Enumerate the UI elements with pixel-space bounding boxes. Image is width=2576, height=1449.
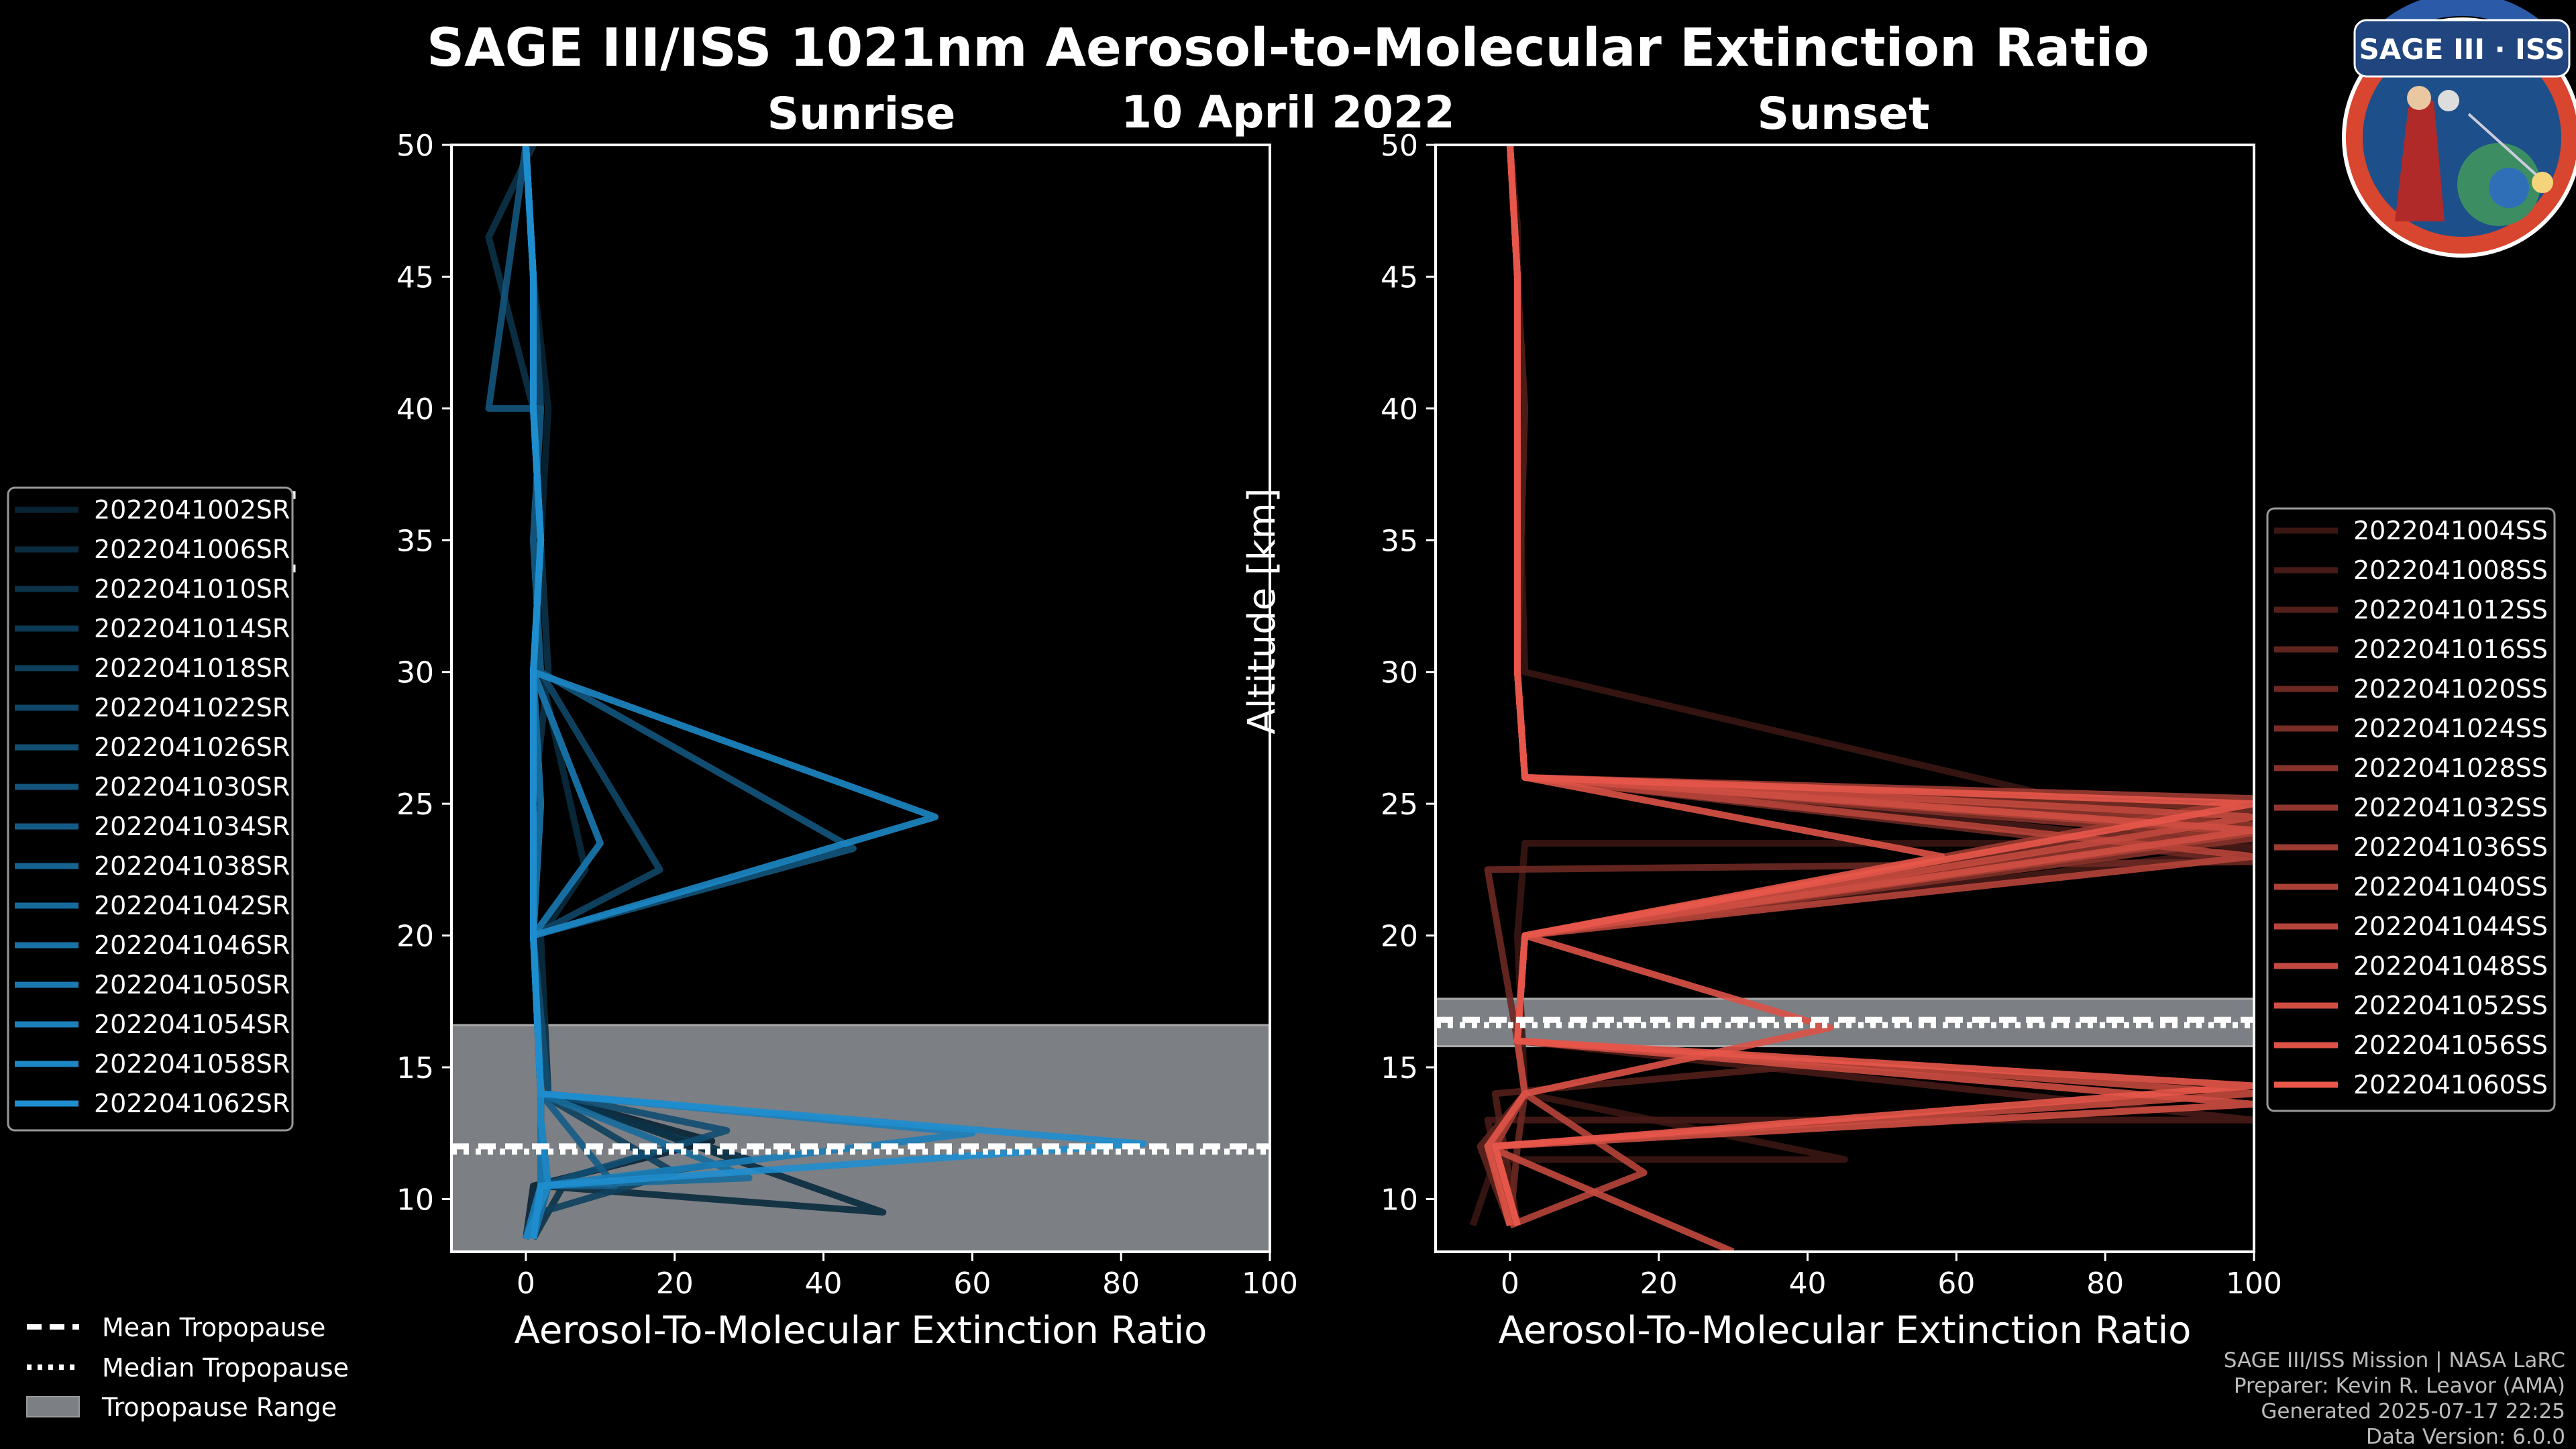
legend-label-2022041056SS: 2022041056SS bbox=[2353, 1030, 2548, 1060]
legend-label-2022041048SS: 2022041048SS bbox=[2353, 951, 2548, 981]
series-line-2022041012SS bbox=[1491, 145, 2254, 1226]
logo-text: SAGE III · ISS bbox=[2359, 33, 2565, 66]
legend-label-2022041026SR: 2022041026SR bbox=[94, 733, 290, 762]
sunset-xtick-label: 80 bbox=[2086, 1267, 2124, 1301]
sunrise-ytick-label: 30 bbox=[396, 656, 434, 690]
sunset-panel: 0 20 40 60 80 100 10 15 20 25 30 35 40 45 50 Aerosol-To… bbox=[1240, 129, 2282, 1352]
sunset-subtitle: Sunset bbox=[1757, 88, 1929, 140]
legend-label-2022041044SS: 2022041044SS bbox=[2353, 912, 2548, 941]
legend-label-2022041050SR: 2022041050SR bbox=[94, 970, 290, 1000]
legend-label-2022041006SR: 2022041006SR bbox=[94, 535, 290, 564]
sunrise-panel: 0 20 40 60 80 100 10 15 20 25 30 35 40 45 50 Aerosol-To… bbox=[256, 129, 1298, 1352]
legend-label-2022041042SR: 2022041042SR bbox=[94, 891, 290, 920]
legend-label-2022041032SS: 2022041032SS bbox=[2353, 793, 2548, 822]
sunrise-plot-area bbox=[451, 145, 1270, 1252]
sunset-y-axis-label: Altitude [km] bbox=[1240, 488, 1284, 734]
legend-label-2022041040SS: 2022041040SS bbox=[2353, 872, 2548, 902]
sunrise-xtick-label: 0 bbox=[517, 1267, 535, 1301]
sunrise-tropopause-range bbox=[451, 1024, 1270, 1252]
sunrise-xtick-label: 20 bbox=[656, 1267, 694, 1301]
legend-label-2022041008SS: 2022041008SS bbox=[2353, 555, 2548, 585]
legend-label-2022041022SR: 2022041022SR bbox=[94, 693, 290, 722]
median-tropopause-label: Median Tropopause bbox=[102, 1353, 349, 1383]
legend-label-2022041030SR: 2022041030SR bbox=[94, 772, 290, 802]
sunrise-ytick-label: 25 bbox=[396, 788, 434, 822]
sunrise-ytick-label: 45 bbox=[396, 260, 434, 294]
legend-label-2022041012SS: 2022041012SS bbox=[2353, 595, 2548, 625]
sunset-ytick-label: 30 bbox=[1381, 656, 1418, 690]
tropopause-legend: Mean Tropopause Median Tropopause Tropop… bbox=[26, 1313, 349, 1422]
sunrise-axes-frame bbox=[450, 144, 1271, 1253]
sunrise-ytick-label: 35 bbox=[396, 524, 434, 558]
sunset-ytick-label: 45 bbox=[1381, 260, 1418, 294]
credit-data-version: Data Version: 6.0.0 bbox=[2366, 1425, 2565, 1449]
sunrise-ytick-label: 15 bbox=[396, 1051, 434, 1085]
sunset-xtick-label: 60 bbox=[1937, 1267, 1975, 1301]
credits-block: SAGE III/ISS Mission | NASA LaRC Prepare… bbox=[2224, 1348, 2565, 1449]
sunrise-ytick-label: 10 bbox=[396, 1183, 434, 1217]
sunrise-xtick-label: 80 bbox=[1102, 1267, 1140, 1301]
legend-label-2022041018SR: 2022041018SR bbox=[94, 653, 290, 683]
legend-label-2022041016SS: 2022041016SS bbox=[2353, 635, 2548, 664]
sunset-xtick-label: 100 bbox=[2226, 1267, 2282, 1301]
sunset-ytick-label: 10 bbox=[1381, 1183, 1418, 1217]
sunrise-xtick-label: 100 bbox=[1242, 1267, 1298, 1301]
sunset-xtick-label: 0 bbox=[1501, 1267, 1519, 1301]
legend-label-2022041038SR: 2022041038SR bbox=[94, 851, 290, 881]
legend-label-2022041058SR: 2022041058SR bbox=[94, 1049, 290, 1079]
sunrise-subtitle: Sunrise bbox=[767, 88, 956, 140]
sunrise-xtick-label: 40 bbox=[805, 1267, 843, 1301]
sunrise-legend: 2022041002SR 2022041006SR 2022041010SR 2022… bbox=[7, 486, 294, 1132]
legend-label-2022041060SS: 2022041060SS bbox=[2353, 1070, 2548, 1099]
sage-mission-logo: SAGE III · ISS bbox=[2342, 0, 2576, 258]
sunset-axes-frame bbox=[1434, 144, 2255, 1253]
sunset-ytick-label: 35 bbox=[1381, 524, 1418, 558]
legend-label-2022041002SR: 2022041002SR bbox=[94, 495, 290, 525]
legend-label-2022041036SS: 2022041036SS bbox=[2353, 833, 2548, 862]
sunrise-xtick-label: 60 bbox=[953, 1267, 991, 1301]
sunset-ytick-label: 50 bbox=[1381, 129, 1418, 163]
legend-label-2022041020SS: 2022041020SS bbox=[2353, 674, 2548, 704]
series-line-2022041060SS bbox=[1491, 145, 2254, 1227]
series-line-2022041062SR bbox=[522, 145, 1147, 1240]
sunset-ytick-label: 15 bbox=[1381, 1051, 1418, 1085]
sunset-xtick-label: 40 bbox=[1789, 1267, 1827, 1301]
legend-label-2022041004SS: 2022041004SS bbox=[2353, 516, 2548, 545]
sunset-legend: 2022041004SS 2022041008SS 2022041012SS 2022… bbox=[2266, 507, 2556, 1112]
sunset-ytick-label: 40 bbox=[1381, 392, 1418, 427]
legend-label-2022041010SR: 2022041010SR bbox=[94, 574, 290, 604]
tropopause-range-label: Tropopause Range bbox=[101, 1393, 337, 1422]
sunrise-x-axis-label: Aerosol-To-Molecular Extinction Ratio bbox=[515, 1309, 1208, 1352]
legend-label-2022041024SS: 2022041024SS bbox=[2353, 714, 2548, 743]
date-label: 10 April 2022 bbox=[1121, 87, 1455, 138]
credit-generated: Generated 2025-07-17 22:25 bbox=[2261, 1399, 2565, 1424]
chart-title: SAGE III/ISS 1021nm Aerosol-to-Molecular… bbox=[427, 18, 2149, 78]
sunrise-ytick-label: 40 bbox=[396, 392, 434, 427]
credit-preparer: Preparer: Kevin R. Leavor (AMA) bbox=[2234, 1374, 2565, 1398]
legend-label-2022041014SR: 2022041014SR bbox=[94, 614, 290, 643]
legend-label-2022041052SS: 2022041052SS bbox=[2353, 991, 2548, 1020]
sunset-ytick-label: 20 bbox=[1381, 920, 1418, 954]
sunset-xtick-label: 20 bbox=[1640, 1267, 1678, 1301]
legend-label-2022041054SR: 2022041054SR bbox=[94, 1010, 290, 1039]
legend-label-2022041046SR: 2022041046SR bbox=[94, 930, 290, 960]
legend-label-2022041034SR: 2022041034SR bbox=[94, 812, 290, 841]
sunrise-ytick-label: 20 bbox=[396, 920, 434, 954]
credit-mission: SAGE III/ISS Mission | NASA LaRC bbox=[2224, 1348, 2565, 1373]
sunrise-ytick-label: 50 bbox=[396, 129, 434, 163]
sunset-x-axis-label: Aerosol-To-Molecular Extinction Ratio bbox=[1499, 1309, 2192, 1352]
tropopause-range-swatch bbox=[26, 1396, 80, 1417]
sunset-plot-area bbox=[1436, 145, 2254, 1252]
mean-tropopause-label: Mean Tropopause bbox=[102, 1313, 325, 1342]
legend-label-2022041028SS: 2022041028SS bbox=[2353, 753, 2548, 783]
sunset-ytick-label: 25 bbox=[1381, 788, 1418, 822]
legend-label-2022041062SR: 2022041062SR bbox=[94, 1089, 290, 1118]
